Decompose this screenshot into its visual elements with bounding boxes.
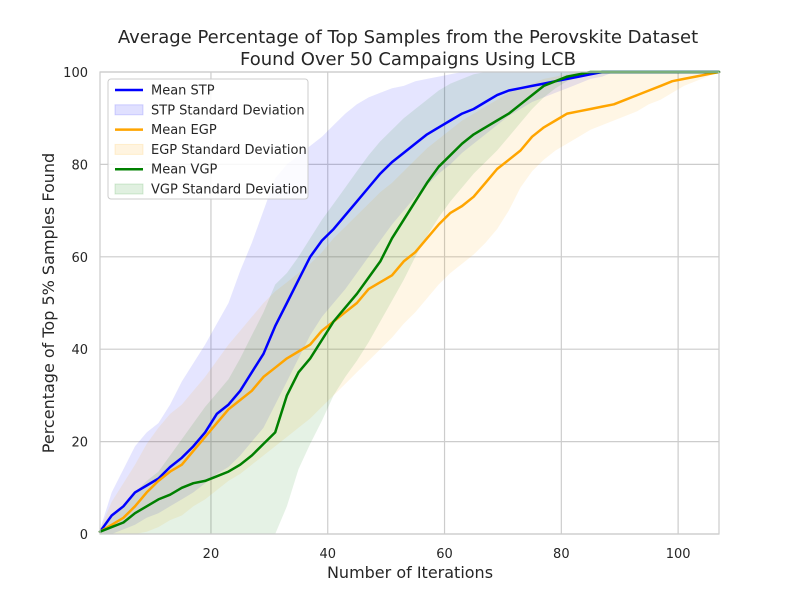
series-band-0 xyxy=(100,72,719,534)
y-axis-label: Percentage of Top 5% Samples Found xyxy=(39,153,58,453)
legend-label-band-0: STP Standard Deviation xyxy=(151,103,305,118)
y-tick-label: 100 xyxy=(63,66,88,81)
legend-band-swatch-1 xyxy=(114,143,144,155)
legend-box xyxy=(107,78,309,200)
legend-label-mean-2: Mean VGP xyxy=(151,163,218,178)
x-tick-label: 100 xyxy=(666,547,691,562)
legend: Mean STP STP Standard Deviation Mean EGP EG… xyxy=(107,78,309,200)
x-tick-label: 60 xyxy=(436,547,453,562)
plot-area xyxy=(98,70,721,535)
legend-band-swatch-0 xyxy=(114,104,144,116)
y-tick-label: 40 xyxy=(71,343,88,358)
x-axis-label: Number of Iterations xyxy=(327,563,493,582)
chart-subtitle: Found Over 50 Campaigns Using LCB xyxy=(240,49,576,70)
x-tick-label: 80 xyxy=(553,547,570,562)
series-band-2 xyxy=(100,72,719,534)
legend-label-mean-1: Mean EGP xyxy=(151,123,217,138)
legend-label-band-1: EGP Standard Deviation xyxy=(151,143,307,158)
y-tick-label: 20 xyxy=(71,436,88,451)
series-line-1 xyxy=(98,70,721,533)
series-line-2 xyxy=(98,70,721,533)
x-tick-label: 40 xyxy=(319,547,336,562)
legend-label-band-2: VGP Standard Deviation xyxy=(151,183,307,198)
series-line-0 xyxy=(98,70,721,533)
plot-frame xyxy=(99,71,720,535)
chart-title: Average Percentage of Top Samples from t… xyxy=(118,27,698,48)
x-tick-label: 20 xyxy=(203,547,220,562)
y-tick-label: 60 xyxy=(71,251,88,266)
series-band-1 xyxy=(100,72,719,534)
y-tick-label: 80 xyxy=(71,158,88,173)
y-tick-label: 0 xyxy=(80,528,88,543)
legend-label-mean-0: Mean STP xyxy=(151,84,215,99)
legend-band-swatch-2 xyxy=(114,183,144,195)
